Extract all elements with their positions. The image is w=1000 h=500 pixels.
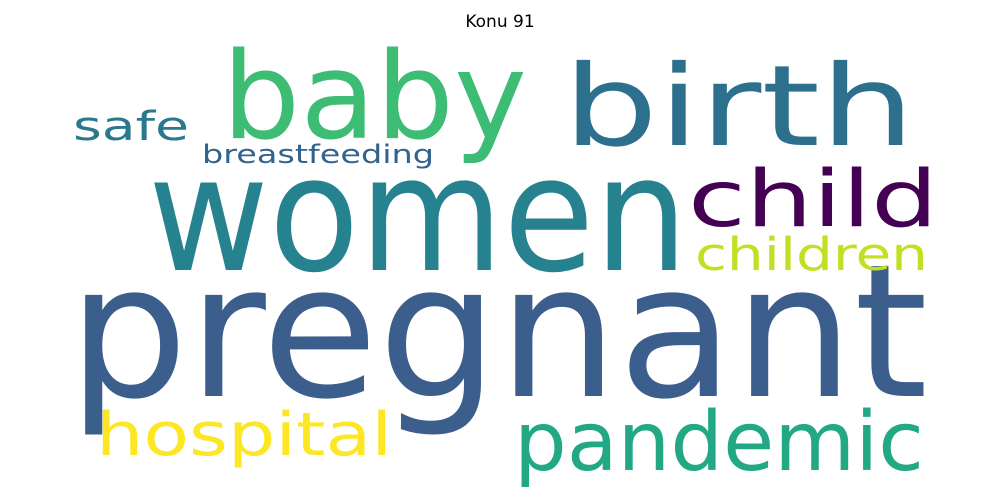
word-pregnant: pregnant (68, 224, 928, 440)
word-children: children (695, 228, 928, 281)
word-women: women (148, 121, 688, 308)
word-birth: birth (563, 42, 915, 172)
word-breastfeeding: breastfeeding (202, 140, 434, 170)
word-safe: safe (73, 104, 189, 150)
word-hospital: hospital (96, 400, 392, 470)
word-baby: baby (222, 28, 527, 167)
word-pandemic: pandemic (514, 395, 924, 490)
word-child: child (688, 155, 938, 245)
figure-title: Konu 91 (465, 12, 535, 32)
